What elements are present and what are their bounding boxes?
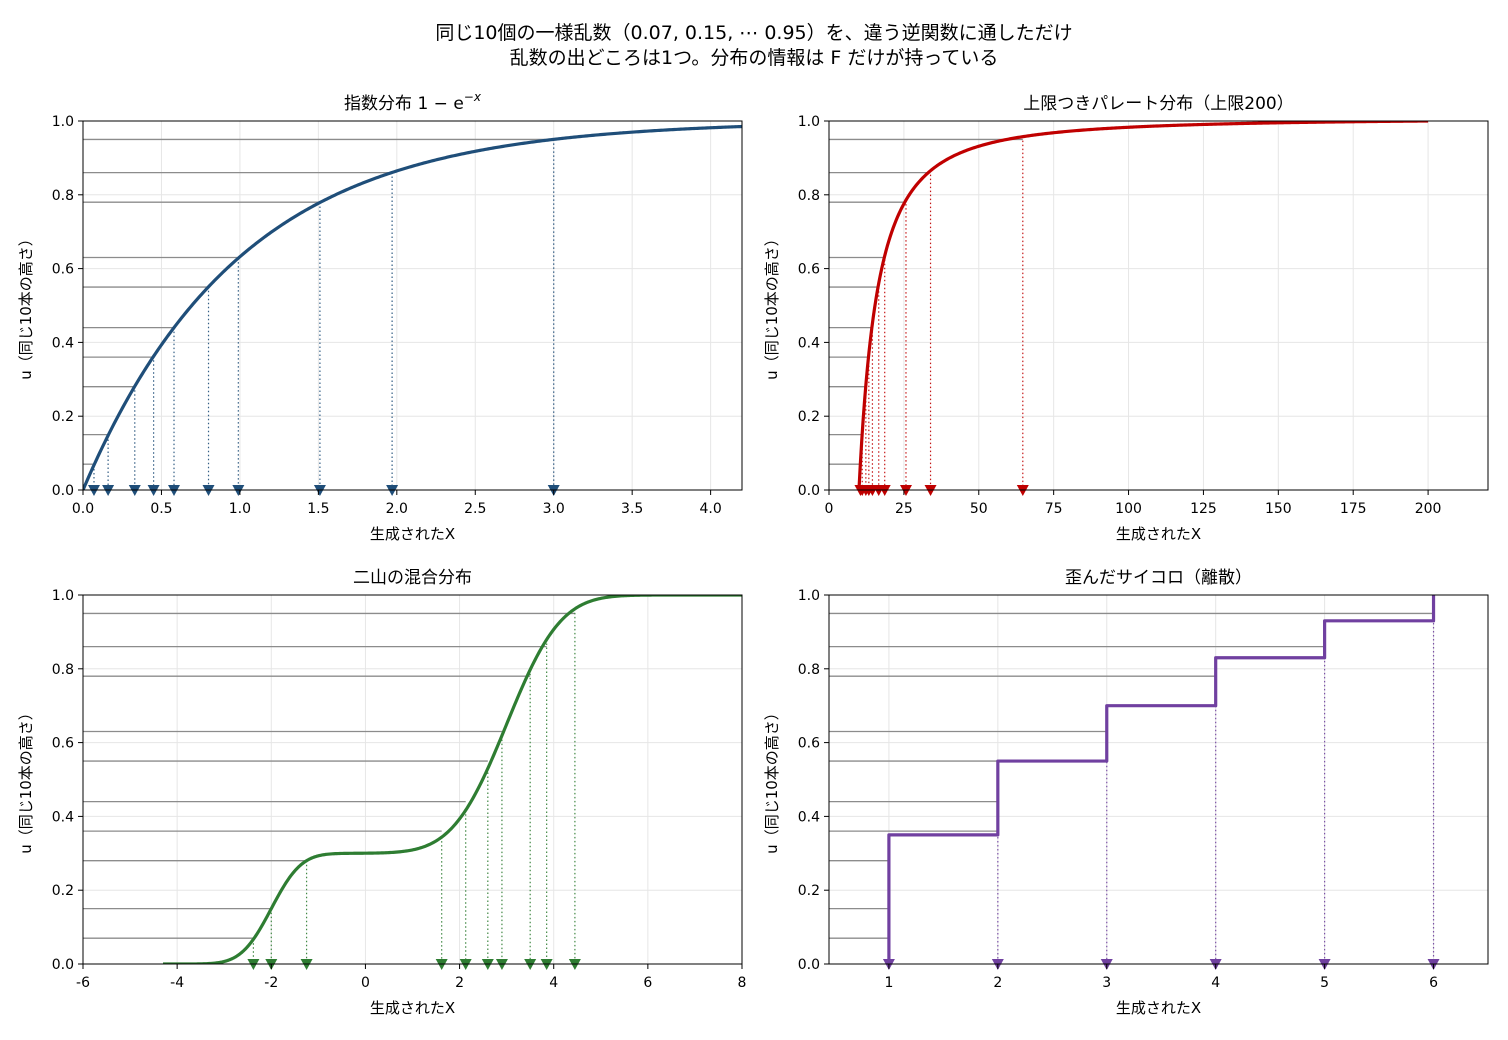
- cdf-curve: [857, 121, 1429, 490]
- panel-title: 指数分布 1 − e−x: [344, 90, 482, 114]
- y-tick-label: 0.2: [52, 409, 74, 425]
- x-tick-label: 2.5: [464, 501, 486, 517]
- y-tick-label: 0.8: [798, 662, 820, 678]
- x-axis-label: 生成されたX: [370, 999, 455, 1017]
- y-tick-label: 0.4: [798, 809, 820, 825]
- y-axis-label: u（同じ10本の高さ）: [763, 705, 781, 854]
- x-tick-label: 200: [1415, 501, 1442, 517]
- cdf-curve: [83, 124, 742, 490]
- suptitle-line1: 同じ10個の一様乱数（0.07, 0.15, ⋯ 0.95）を、違う逆関数に通し…: [435, 22, 1072, 44]
- x-tick-label: 5: [1320, 975, 1329, 991]
- x-tick-label: 1.0: [229, 501, 251, 517]
- x-tick-label: 0: [361, 975, 370, 991]
- y-tick-label: 1.0: [52, 114, 74, 130]
- x-tick-label: 0: [825, 501, 834, 517]
- plot-area: [83, 124, 742, 490]
- y-tick-label: 0.8: [798, 188, 820, 204]
- y-tick-label: 0.6: [798, 736, 820, 752]
- plot-area: [829, 121, 1429, 490]
- x-tick-label: -2: [264, 975, 278, 991]
- plot-area: [83, 595, 742, 964]
- y-tick-label: 0.4: [798, 335, 820, 351]
- x-tick-label: 3: [1102, 975, 1111, 991]
- x-tick-label: 4.0: [699, 501, 721, 517]
- x-tick-label: 4: [1211, 975, 1220, 991]
- y-tick-label: 0.6: [52, 262, 74, 278]
- y-tick-label: 0.0: [52, 957, 74, 973]
- panel-title: 上限つきパレート分布（上限200）: [1023, 94, 1293, 114]
- y-tick-label: 0.2: [52, 883, 74, 899]
- chart-panel-mixture: -6 -4 -2 0 2 4 6 8 0.0 0.2 0.4 0.6 0.8 1.0 二山の混合分布生成され…: [17, 568, 746, 1017]
- x-tick-label: 3.0: [543, 501, 565, 517]
- x-tick-label: 8: [738, 975, 747, 991]
- x-tick-label: 150: [1265, 501, 1292, 517]
- x-tick-label: -6: [76, 975, 90, 991]
- x-tick-label: 0.5: [150, 501, 172, 517]
- x-tick-label: 25: [895, 501, 913, 517]
- x-tick-label: -4: [170, 975, 184, 991]
- axes-frame: [82, 120, 743, 491]
- x-tick-label: 6: [1429, 975, 1438, 991]
- y-tick-label: 0.2: [798, 883, 820, 899]
- x-tick-label: 2: [993, 975, 1002, 991]
- x-tick-label: 50: [970, 501, 988, 517]
- y-axis-label: u（同じ10本の高さ）: [17, 231, 35, 380]
- chart-panel-dice: 1 2 3 4 5 6 0.0 0.2 0.4 0.6 0.8 1.0 歪んだサイコロ（離散） 生成された…: [763, 568, 1489, 1017]
- x-tick-label: 1: [884, 975, 893, 991]
- y-tick-label: 1.0: [798, 588, 820, 604]
- x-tick-label: 75: [1045, 501, 1063, 517]
- chart-panels: 0.0 0.5 1.0 1.5 2.0 2.5 3.0 3.5 4.00.00.20.40.60…: [17, 90, 1489, 1017]
- y-tick-label: 0.8: [52, 188, 74, 204]
- x-axis-label: 生成されたX: [370, 525, 455, 543]
- x-axis-label: 生成されたX: [1116, 999, 1201, 1017]
- x-tick-label: 2.0: [386, 501, 408, 517]
- axes-frame: [828, 594, 1489, 965]
- y-tick-label: 0.0: [52, 483, 74, 499]
- chart-panel-pareto: 0 25 50 75 100 125 150 175 200 0.0 0.2 0.4 0.6 0.8 1.0…: [763, 94, 1489, 543]
- y-tick-label: 0.0: [798, 957, 820, 973]
- y-tick-label: 0.4: [52, 335, 74, 351]
- x-tick-label: 6: [643, 975, 652, 991]
- x-axis-label: 生成されたX: [1116, 525, 1201, 543]
- x-tick-label: 4: [549, 975, 558, 991]
- y-tick-label: 0.4: [52, 809, 74, 825]
- y-axis-label: u（同じ10本の高さ）: [17, 705, 35, 854]
- y-tick-label: 0.0: [798, 483, 820, 499]
- suptitle-line2: 乱数の出どころは1つ。分布の情報は F だけが持っている: [510, 47, 999, 69]
- chart-panel-exp: 0.0 0.5 1.0 1.5 2.0 2.5 3.0 3.5 4.0 0.0 0.2 0.4 0.6 0…: [17, 90, 743, 543]
- x-tick-label: 3.5: [621, 501, 643, 517]
- cdf-curve: [887, 595, 1436, 964]
- x-tick-label: 175: [1340, 501, 1367, 517]
- y-tick-label: 0.6: [798, 262, 820, 278]
- panel-title: 歪んだサイコロ（離散）: [1065, 568, 1252, 588]
- plot-area: [829, 595, 1436, 964]
- y-axis-label: u（同じ10本の高さ）: [763, 231, 781, 380]
- x-tick-label: 0.0: [72, 501, 94, 517]
- axes-frame: [82, 594, 743, 965]
- x-tick-label: 125: [1190, 501, 1217, 517]
- x-tick-label: 2: [455, 975, 464, 991]
- y-tick-label: 0.6: [52, 736, 74, 752]
- y-tick-label: 1.0: [798, 114, 820, 130]
- axes-frame: [828, 120, 1489, 491]
- panel-title: 二山の混合分布: [353, 568, 472, 588]
- x-tick-label: 1.5: [307, 501, 329, 517]
- x-tick-label: 100: [1115, 501, 1142, 517]
- y-tick-label: 0.8: [52, 662, 74, 678]
- y-tick-label: 0.2: [798, 409, 820, 425]
- y-tick-label: 1.0: [52, 588, 74, 604]
